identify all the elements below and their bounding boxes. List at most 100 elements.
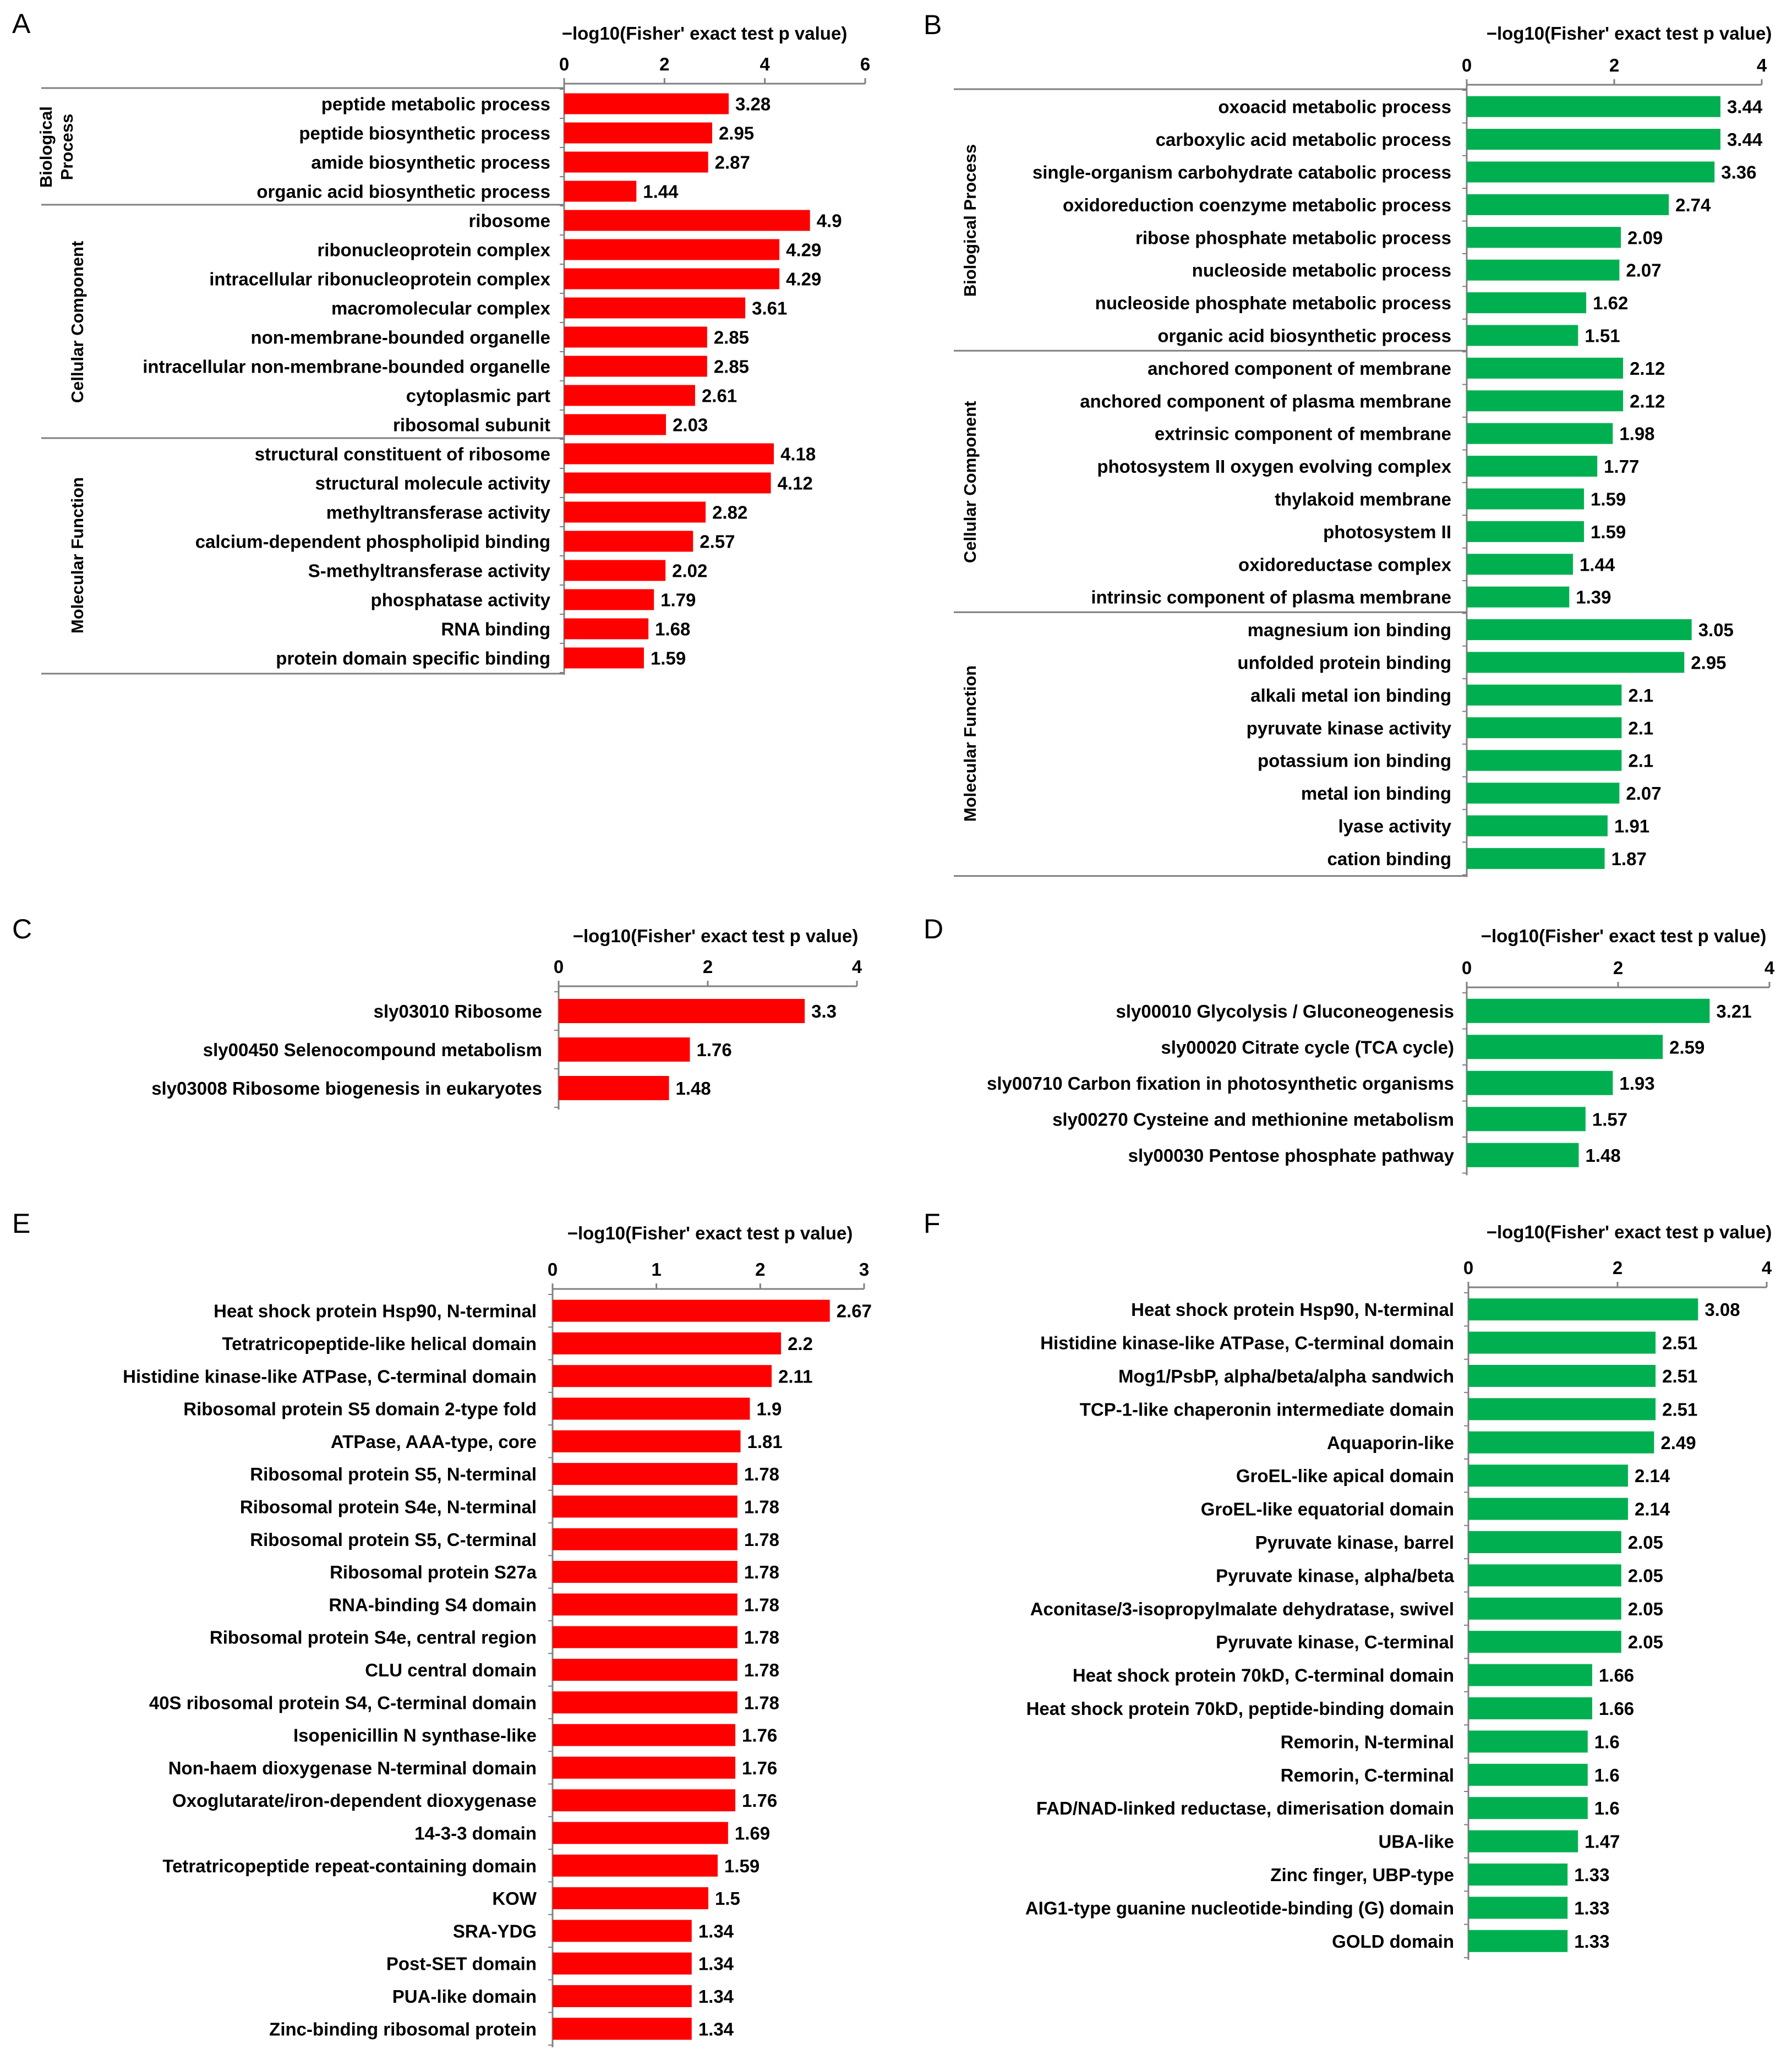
data-label: 1.78 [744, 1627, 779, 1648]
data-label: 2.51 [1662, 1333, 1697, 1353]
data-label: 2.05 [1628, 1565, 1663, 1586]
bar [1468, 1864, 1568, 1886]
group-label-line: Biological [36, 106, 56, 188]
data-label: 1.66 [1599, 1665, 1634, 1686]
bar [553, 1854, 718, 1877]
bar [1467, 1107, 1586, 1132]
data-label: 2.05 [1628, 1532, 1663, 1553]
bar [564, 210, 810, 231]
panel-c: C −log10(Fisher' exact test p value) 0 2 4 sl… [12, 914, 862, 1110]
data-label: 3.44 [1727, 97, 1763, 117]
data-label: 1.87 [1611, 849, 1647, 869]
category-label: structural constituent of ribosome [255, 444, 550, 465]
data-label: 3.3 [811, 1001, 837, 1021]
bar [1467, 586, 1570, 608]
data-label: 1.68 [655, 619, 690, 640]
data-label: 2.67 [837, 1301, 872, 1321]
data-label: 1.76 [742, 1725, 777, 1746]
category-label: SRA-YDG [453, 1921, 537, 1941]
bar [564, 151, 708, 173]
category-label: macromolecular complex [331, 298, 551, 319]
bar [1468, 1631, 1621, 1653]
panel-b: B −log10(Fisher' exact test p value) 0 2 4 ox… [924, 9, 1772, 877]
data-label: 1.59 [724, 1856, 760, 1876]
data-label: 2.1 [1628, 718, 1653, 738]
bar [553, 1593, 737, 1616]
category-label: Mog1/PsbP, alpha/beta/alpha sandwich [1118, 1366, 1454, 1386]
bar [1468, 1897, 1568, 1919]
category-label: sly00030 Pentose phosphate pathway [1128, 1145, 1455, 1166]
category-label: Non-haem dioxygenase N-terminal domain [168, 1758, 537, 1778]
data-label: 1.78 [744, 1562, 779, 1582]
data-label: 3.44 [1727, 129, 1763, 150]
bar [564, 472, 771, 494]
x-tick-label: 4 [852, 957, 862, 977]
category-label: sly03008 Ribosome biogenesis in eukaryot… [151, 1078, 542, 1099]
bar [564, 501, 706, 523]
x-tick-label: 3 [859, 1259, 869, 1280]
bar [1467, 783, 1620, 804]
panel-e: E −log10(Fisher' exact test p value) 0 1 2 3 H… [12, 1208, 872, 2047]
bar [564, 589, 654, 610]
category-label: Zinc-binding ribosomal protein [269, 2019, 537, 2039]
data-label: 2.61 [702, 386, 737, 406]
data-label: 1.78 [744, 1594, 779, 1615]
category-label: oxidoreduction coenzyme metabolic proces… [1063, 195, 1451, 215]
data-label: 2.51 [1662, 1366, 1697, 1386]
category-label: UBA-like [1378, 1832, 1454, 1852]
bar [564, 356, 707, 377]
bar [1468, 1597, 1621, 1620]
category-label: sly00020 Citrate cycle (TCA cycle) [1161, 1037, 1454, 1057]
data-label: 2.07 [1626, 260, 1661, 281]
data-label: 2.51 [1662, 1399, 1697, 1419]
category-label: ribose phosphate metabolic process [1135, 227, 1451, 248]
x-tick-label: 2 [755, 1259, 765, 1280]
x-tick-label: 0 [554, 957, 564, 977]
bar [553, 1332, 782, 1354]
x-tick-label: 0 [1463, 1258, 1473, 1278]
category-label: nucleoside phosphate metabolic process [1095, 293, 1451, 313]
x-tick-label: 2 [1609, 55, 1619, 75]
bar [1467, 717, 1622, 739]
category-label: S-methyltransferase activity [308, 561, 551, 581]
category-label: ATPase, AAA-type, core [331, 1431, 537, 1452]
data-label: 2.1 [1628, 685, 1653, 706]
data-label: 2.11 [778, 1366, 812, 1386]
panel-label-d: D [924, 914, 943, 944]
category-label: amide biosynthetic process [311, 152, 550, 173]
data-label: 1.78 [744, 1496, 779, 1517]
category-label: peptide metabolic process [321, 94, 550, 114]
data-label: 1.76 [742, 1790, 777, 1811]
bar [564, 414, 666, 435]
data-label: 1.76 [696, 1040, 731, 1060]
data-label: 3.61 [752, 298, 787, 319]
data-label: 1.33 [1574, 1898, 1609, 1918]
category-label: sly03010 Ribosome [374, 1001, 542, 1021]
bar [553, 1365, 772, 1387]
panel-label-a: A [12, 8, 31, 39]
data-label: 1.93 [1619, 1073, 1654, 1094]
data-label: 4.29 [786, 269, 821, 289]
data-label: 1.33 [1574, 1931, 1609, 1952]
category-label: calcium-dependent phospholipid binding [195, 532, 550, 552]
bar [1467, 652, 1685, 673]
data-label: 2.05 [1628, 1599, 1663, 1619]
bar [1468, 1531, 1621, 1553]
category-label: Heat shock protein 70kD, peptide-binding… [1026, 1698, 1454, 1719]
data-label: 1.79 [660, 590, 696, 610]
category-label: Ribosomal protein S5 domain 2-type fold [183, 1399, 537, 1419]
data-label: 2.95 [719, 123, 754, 144]
bar [564, 93, 729, 114]
data-label: 1.44 [1580, 554, 1615, 575]
data-label: 1.62 [1593, 293, 1628, 313]
category-label: thylakoid membrane [1275, 489, 1451, 510]
category-label: ribosomal subunit [393, 415, 550, 435]
category-label: pyruvate kinase activity [1247, 718, 1452, 738]
bar [1467, 848, 1605, 869]
x-axis-title: −log10(Fisher' exact test p value) [573, 926, 859, 946]
data-label: 2.07 [1626, 783, 1661, 804]
bar [1468, 1298, 1698, 1321]
bar [553, 1920, 692, 1942]
category-label: oxidoreductase complex [1238, 554, 1452, 575]
category-label: Ribosomal protein S27a [330, 1562, 537, 1582]
